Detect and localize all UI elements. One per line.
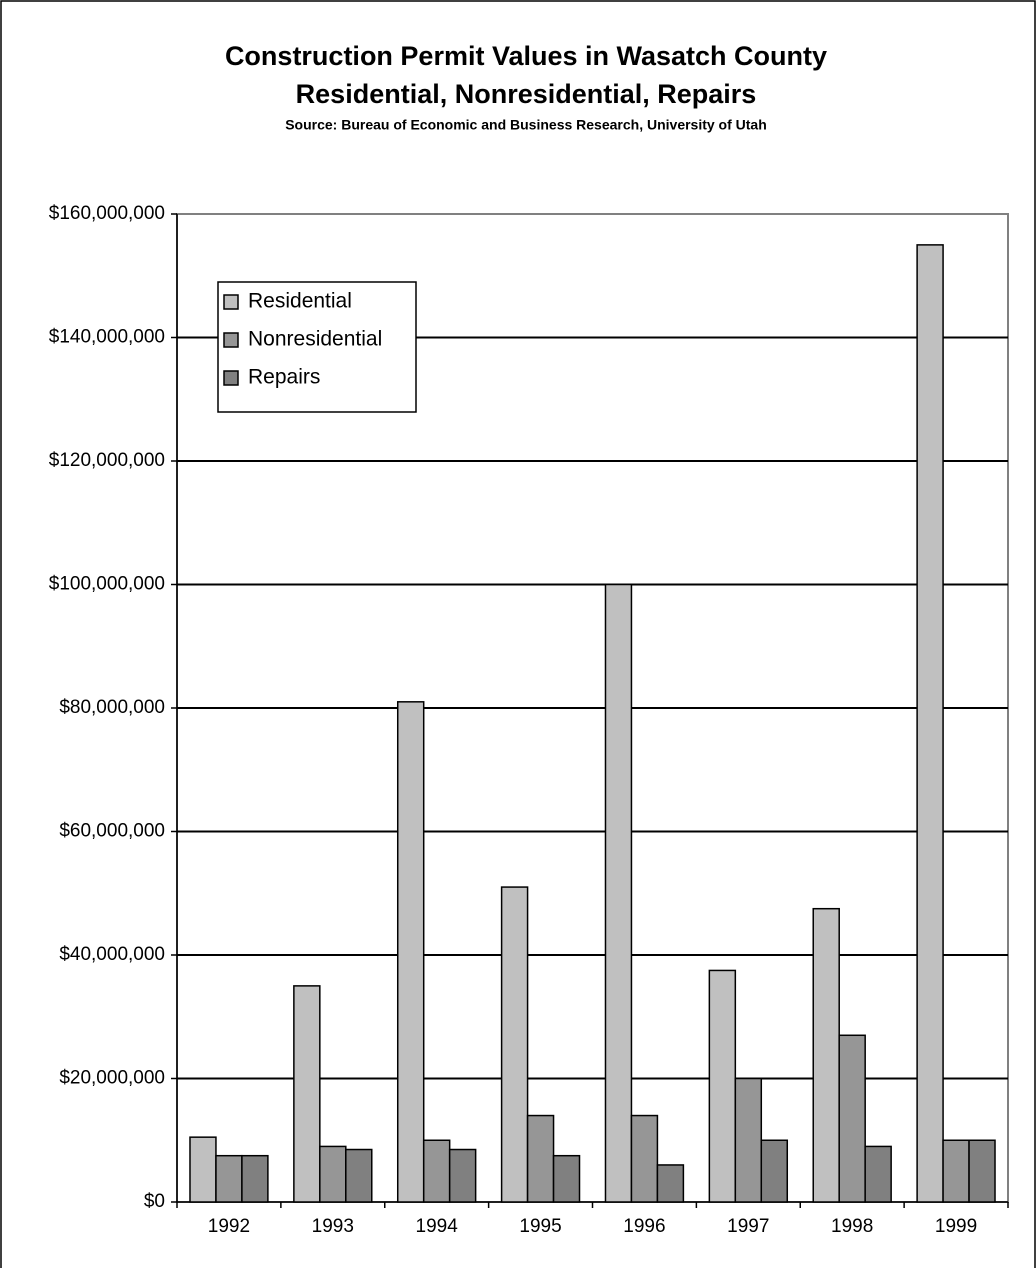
bar xyxy=(812,907,840,1203)
y-tick-label: $80,000,000 xyxy=(59,697,165,718)
legend-swatch xyxy=(223,370,239,386)
bar xyxy=(293,985,321,1203)
bar xyxy=(396,701,425,1203)
bar xyxy=(189,1136,217,1203)
bar xyxy=(630,1114,659,1203)
bar xyxy=(942,1139,970,1203)
x-tick-label: 1998 xyxy=(831,1216,873,1237)
bar xyxy=(760,1139,789,1203)
bar xyxy=(422,1139,451,1203)
bar xyxy=(552,1154,581,1203)
bar xyxy=(916,244,944,1203)
y-tick-label: $20,000,000 xyxy=(59,1068,165,1089)
bar xyxy=(864,1145,892,1203)
y-tick-label: $60,000,000 xyxy=(59,821,165,842)
bar xyxy=(448,1148,477,1203)
y-tick-label: $160,000,000 xyxy=(49,203,165,224)
bar xyxy=(734,1077,763,1203)
x-tick-label: 1997 xyxy=(727,1216,769,1237)
legend-swatch xyxy=(223,332,239,348)
y-tick-label: $140,000,000 xyxy=(49,327,165,348)
bar xyxy=(500,886,529,1203)
chart-source: Source: Bureau of Economic and Business … xyxy=(285,117,767,133)
y-tick-label: $40,000,000 xyxy=(59,944,165,965)
y-tick-label: $100,000,000 xyxy=(49,574,165,595)
bar xyxy=(526,1114,555,1203)
bar xyxy=(656,1164,685,1203)
y-tick-label: $120,000,000 xyxy=(49,450,165,471)
bar xyxy=(838,1034,866,1203)
x-tick-label: 1992 xyxy=(208,1216,250,1237)
x-tick-label: 1995 xyxy=(519,1216,561,1237)
bar xyxy=(319,1145,347,1203)
x-tick-label: 1993 xyxy=(312,1216,354,1237)
bar xyxy=(708,969,737,1203)
bar xyxy=(968,1139,996,1203)
bar xyxy=(345,1148,373,1203)
x-tick-label: 1999 xyxy=(935,1216,977,1237)
bar xyxy=(215,1154,243,1203)
x-tick-label: 1996 xyxy=(623,1216,665,1237)
bar xyxy=(604,583,633,1203)
legend-swatch xyxy=(223,294,239,310)
bar xyxy=(241,1154,269,1203)
legend-label: Residential xyxy=(248,290,352,313)
legend-box xyxy=(217,281,417,413)
legend-label: Nonresidential xyxy=(248,328,382,351)
chart-subtitle: Residential, Nonresidential, Repairs xyxy=(296,79,757,109)
legend-label: Repairs xyxy=(248,366,320,389)
y-tick-label: $0 xyxy=(144,1191,165,1212)
chart-title: Construction Permit Values in Wasatch Co… xyxy=(225,41,827,71)
x-tick-label: 1994 xyxy=(416,1216,459,1237)
